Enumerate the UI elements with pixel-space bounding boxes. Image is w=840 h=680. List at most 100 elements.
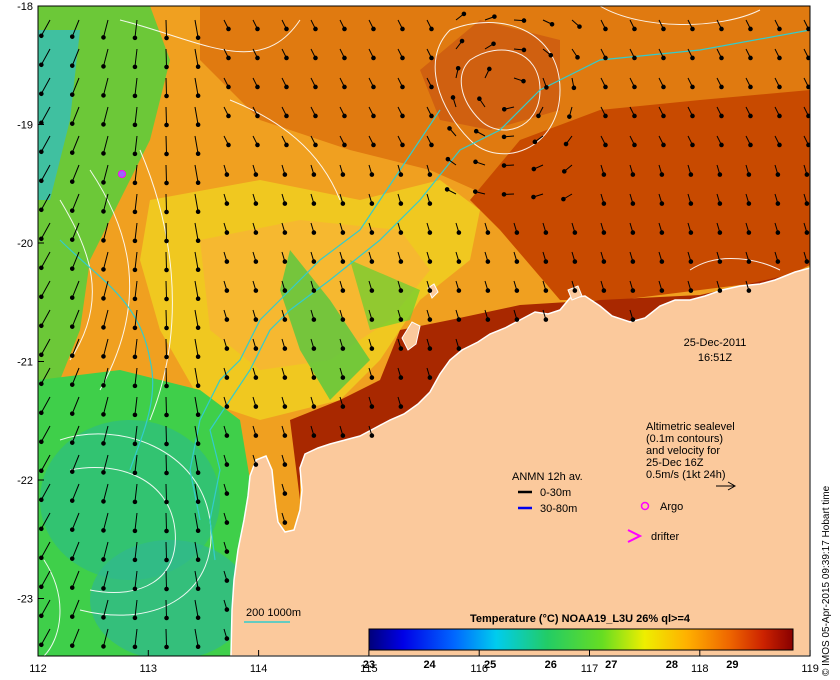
colorbar: Temperature (°C) NOAA19_L3U 26% ql>=4 23… [363, 613, 794, 671]
sealevel-contours [43, 6, 781, 656]
velocity-arrow-head [429, 26, 434, 32]
velocity-arrow-head [400, 55, 405, 61]
velocity-arrow [194, 338, 199, 357]
velocity-arrow [102, 425, 109, 444]
velocity-arrow [40, 541, 51, 559]
lon-tick-label: 116 [470, 663, 488, 675]
velocity-arrow-head [224, 404, 230, 409]
velocity-arrow-head [746, 230, 752, 235]
velocity-arrow [165, 454, 168, 474]
velocity-arrow [40, 396, 51, 414]
velocity-arrow-head [717, 172, 723, 177]
velocity-arrow [165, 48, 168, 68]
velocity-arrow-head [164, 35, 169, 41]
velocity-arrow-head [39, 178, 44, 184]
velocity-arrow-head [806, 113, 810, 119]
velocity-arrow-head [282, 404, 288, 409]
velocity-arrow [71, 483, 80, 501]
velocity-arrow [134, 309, 138, 328]
velocity-arrow-head [659, 230, 665, 235]
velocity-arrow [40, 222, 51, 240]
velocity-arrow-head [69, 469, 75, 474]
timestamp-date: 25-Dec-2011 [684, 337, 747, 349]
velocity-arrow-head [284, 55, 289, 61]
velocity-arrow-head [195, 383, 201, 389]
velocity-arrow-head [398, 288, 404, 293]
velocity-arrow-head [282, 433, 288, 438]
velocity-arrow [134, 222, 138, 241]
velocity-arrow [102, 193, 109, 212]
velocity-arrow-head [398, 317, 404, 322]
velocity-arrow-head [775, 230, 781, 235]
velocity-arrow-head [806, 55, 810, 61]
velocity-arrow [71, 164, 80, 182]
velocity-arrow-head [101, 122, 106, 127]
velocity-arrow-head [132, 412, 138, 418]
velocity-arrow [134, 454, 138, 473]
velocity-arrow-head [444, 187, 450, 192]
velocity-arrow [102, 396, 109, 415]
velocity-arrow-head [195, 528, 201, 534]
velocity-arrow [194, 541, 199, 560]
velocity-arrow-head [746, 259, 752, 264]
velocity-arrow-head [543, 230, 549, 235]
velocity-arrow-head [164, 528, 169, 534]
velocity-arrow-head [195, 586, 201, 592]
velocity-arrow [134, 483, 138, 502]
drifter-legend-label: drifter [651, 531, 679, 543]
velocity-arrow-head [311, 404, 317, 409]
velocity-arrow-head [39, 497, 44, 503]
velocity-arrow-head [132, 499, 138, 505]
velocity-arrow-head [371, 142, 376, 148]
velocity-arrow-head [164, 64, 169, 70]
lon-tick-label: 113 [140, 663, 158, 675]
velocity-arrow-head [630, 288, 636, 293]
velocity-arrow-head [101, 267, 106, 272]
velocity-arrow-head [632, 55, 637, 61]
velocity-arrow-head [69, 34, 75, 39]
velocity-arrow [102, 222, 109, 241]
lon-tick-label: 115 [360, 663, 378, 675]
velocity-arrow-head [164, 412, 169, 418]
velocity-arrow-head [544, 85, 549, 90]
velocity-arrow-head [450, 95, 456, 100]
velocity-arrow-head [101, 557, 106, 562]
velocity-arrow-head [690, 84, 695, 90]
velocity-arrow-head [630, 259, 636, 264]
velocity-arrow-head [39, 613, 44, 619]
velocity-arrow-head [369, 375, 375, 380]
velocity-arrow-head [195, 557, 201, 563]
velocity-arrow [194, 222, 199, 241]
velocity-arrow-head [688, 259, 694, 264]
velocity-arrow [165, 367, 168, 387]
velocity-arrow-head [717, 259, 723, 264]
lat-tick-label: -21 [17, 357, 33, 369]
velocity-arrow-head [746, 288, 752, 293]
velocity-arrow-head [132, 586, 138, 592]
colorbar-tick-label: 29 [726, 659, 738, 671]
velocity-arrow-head [342, 84, 347, 90]
velocity-arrow-head [690, 142, 695, 148]
velocity-arrow-head [311, 346, 317, 351]
velocity-arrow [194, 483, 199, 502]
velocity-arrow-head [630, 230, 636, 235]
velocity-arrow [40, 570, 51, 588]
velocity-arrow [165, 396, 168, 416]
velocity-arrow-head [632, 113, 637, 119]
lat-tick-label: -22 [17, 475, 33, 487]
velocity-arrow-head [342, 55, 347, 61]
velocity-arrow-head [369, 288, 375, 293]
velocity-arrow-head [561, 196, 566, 202]
velocity-arrow-head [282, 346, 288, 351]
velocity-arrow-head [164, 354, 169, 360]
colorbar-gradient [368, 628, 794, 651]
velocity-arrow-head [224, 346, 230, 351]
velocity-arrow-head [284, 142, 289, 148]
velocity-arrow-head [69, 440, 75, 445]
velocity-arrow-head [445, 156, 451, 162]
velocity-arrow-head [101, 499, 106, 504]
lon-tick-label: 117 [581, 663, 599, 675]
velocity-arrow-head [369, 317, 375, 322]
velocity-arrow-head [601, 172, 607, 177]
